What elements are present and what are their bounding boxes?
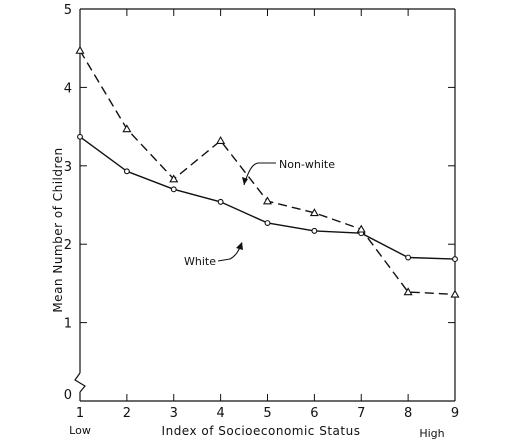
white-series-label: White: [184, 255, 216, 268]
y-tick-label: 5: [64, 3, 72, 18]
data-point-circle: [405, 254, 412, 261]
x-tick-label: 9: [451, 406, 459, 421]
x-tick-label: 4: [216, 406, 224, 421]
series-white: [77, 133, 458, 263]
plot-frame: [74, 8, 456, 402]
x-tick-label: 6: [310, 406, 318, 421]
data-point-circle: [217, 198, 224, 205]
x-axis-title: Index of Socioeconomic Status: [162, 424, 361, 438]
series-non-white: [75, 45, 460, 298]
y-axis-title: Mean Number of Children: [51, 147, 65, 312]
axis-ticks: [79, 8, 456, 401]
data-point-triangle: [450, 289, 460, 298]
data-point-circle: [123, 168, 130, 175]
x-end-label-high: High: [419, 427, 444, 440]
data-point-triangle: [403, 287, 413, 296]
x-tick-label: 1: [76, 406, 84, 421]
data-series: [75, 45, 460, 298]
data-point-circle: [452, 256, 458, 263]
x-tick-label: 2: [123, 406, 131, 421]
x-tick-label: 5: [263, 406, 271, 421]
x-tick-label: 3: [170, 406, 178, 421]
non-white-series-label: Non-white: [279, 158, 335, 171]
y-axis-break-mark: [74, 372, 86, 393]
x-end-label-low: Low: [69, 424, 91, 437]
non-white-leader-line: [243, 162, 276, 186]
series-line: [79, 50, 456, 296]
y-tick-label: 4: [64, 81, 72, 96]
data-point-circle: [170, 186, 177, 193]
x-tick-label: 7: [357, 406, 365, 421]
data-point-circle: [311, 227, 318, 234]
white-leader-arrow: [236, 242, 243, 250]
x-tick-label: 8: [404, 406, 412, 421]
data-point-circle: [264, 220, 271, 226]
data-point-triangle: [169, 174, 179, 183]
y-tick-label: 1: [64, 317, 72, 332]
data-point-circle: [77, 133, 83, 140]
data-point-triangle: [356, 224, 366, 233]
data-point-triangle: [122, 124, 132, 133]
y-tick-label: 2: [64, 238, 72, 253]
non-white-leader-arrow: [242, 177, 248, 185]
series-annotations: Non-white White: [184, 158, 335, 268]
data-point-triangle: [216, 136, 226, 144]
y-tick-label: 3: [64, 160, 72, 175]
data-point-triangle: [309, 208, 319, 217]
y-tick-label: 0: [64, 388, 72, 403]
data-point-triangle: [75, 45, 85, 54]
data-point-triangle: [262, 196, 273, 205]
